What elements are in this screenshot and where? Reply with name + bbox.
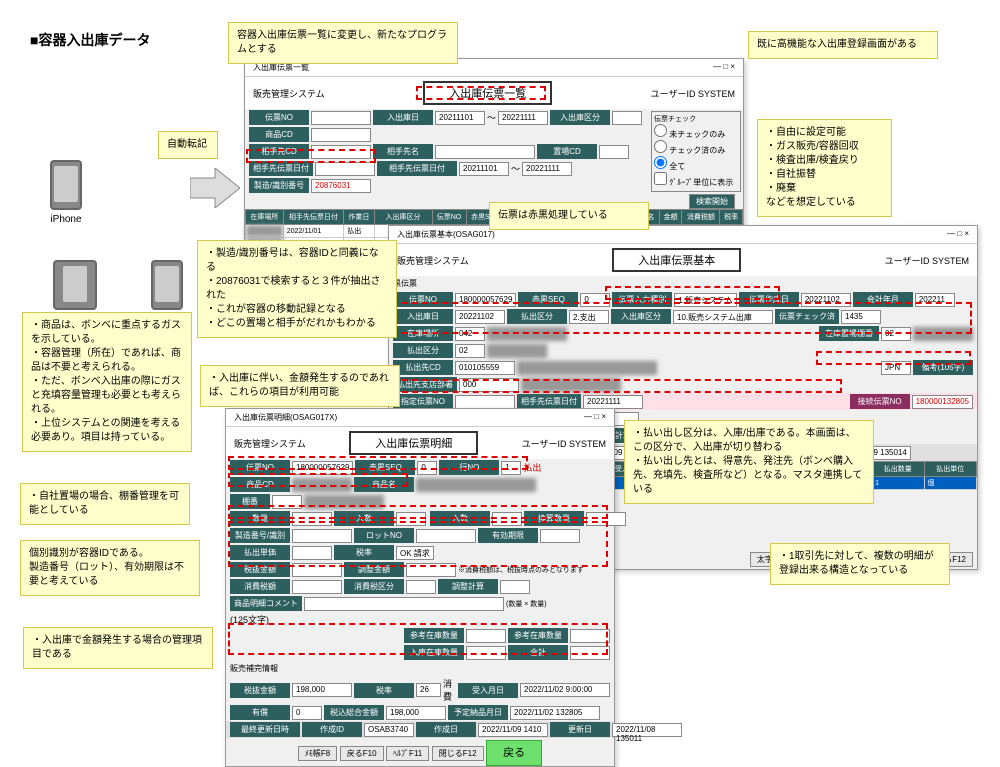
hl-origno <box>816 351 971 365</box>
hl-w3-shohin <box>228 456 528 470</box>
hl-tax <box>392 379 842 393</box>
win2-titlebar: 入出庫伝票基本(OSAG017)— □ × <box>389 226 977 244</box>
inp-seizo[interactable]: 20876031 <box>311 179 371 193</box>
btn-search[interactable]: 検索開始 <box>689 194 735 209</box>
hl-w3-tana <box>228 473 408 487</box>
lbl-nyuku: 入出庫区分 <box>550 110 610 125</box>
win2-title: 入出庫伝票基本 <box>612 248 741 272</box>
lbl-denpyo: 伝票NO <box>249 110 309 125</box>
arrow-icon <box>190 168 240 208</box>
callout-2: 既に高機能な入出庫登録画面がある <box>748 31 938 59</box>
btn-back[interactable]: 戻る <box>486 740 542 766</box>
win3-titlebar: 入出庫伝票明細(OSAG017X)— □ × <box>226 409 614 427</box>
callout-10: 個別識別が容器IDである。 製造番号（ロット）、有効期限は不要と考えている <box>20 540 200 596</box>
inp-d1[interactable]: 20211101 <box>435 111 485 125</box>
inp-d2[interactable]: 20221111 <box>498 111 548 125</box>
callout-5: 伝票は赤黒処理している <box>489 202 649 230</box>
win1-app: 販売管理システム <box>253 87 325 100</box>
win3-title: 入出庫伝票明細 <box>349 431 478 455</box>
page-title: ■容器入出庫データ <box>30 30 150 50</box>
inp-nyuku[interactable] <box>612 111 642 125</box>
win1-user: ユーザーID SYSTEM <box>651 87 735 100</box>
lbl-nyubi: 入出庫日 <box>373 110 433 125</box>
hl-okiba <box>392 302 972 334</box>
orig-label: 接続伝票NO <box>850 394 910 409</box>
lbl-seizo: 製造/識別番号 <box>249 178 309 193</box>
highlight-date <box>416 86 546 100</box>
inp-denpyo[interactable] <box>311 111 371 125</box>
callout-11: ・入出庫で金額発生する場合の管理項目である <box>23 627 213 669</box>
hl-w3-price <box>228 521 608 567</box>
highlight-seizo <box>246 149 376 163</box>
callout-6: ・製造/識別番号は、容器IDと同義になる ・20876031で検索すると３件が抽… <box>197 240 397 338</box>
hl-haraidashi <box>605 286 780 300</box>
hl-w3-sales <box>228 623 608 655</box>
hl-w3-seizo <box>228 505 608 519</box>
callout-12: ・払い出し区分は、入庫/出庫である。本画面は、この区分で、入出庫が切り替わる ・… <box>624 420 874 504</box>
callout-13: ・1取引先に対して、複数の明細が登録出来る構造となっている <box>770 543 950 585</box>
check-group: 伝票チェック 未チェックのみ チェック済のみ 全て ｸﾞﾙｰﾌﾟ単位に表示 <box>651 111 741 192</box>
callout-3: 自動転記 <box>158 131 218 159</box>
callout-1: 容器入出庫伝票一覧に変更し、新たなプログラムとする <box>228 22 458 64</box>
callout-8: ・入出庫に伴い、金額発生するのであれば、これらの項目が利用可能 <box>200 365 400 407</box>
callout-4: ・自由に設定可能 ・ガス販売/容器回収 ・検査出庫/検査戻り ・自社振替 ・廃棄… <box>757 119 892 217</box>
device-iphone: iPhone <box>50 160 82 225</box>
callout-7: ・商品は、ボンベに重点するガスを示している。 ・容器管理（所在）であれば、商品は… <box>22 312 192 452</box>
callout-9: ・自社置場の場合、棚番管理を可能としている <box>20 483 190 525</box>
